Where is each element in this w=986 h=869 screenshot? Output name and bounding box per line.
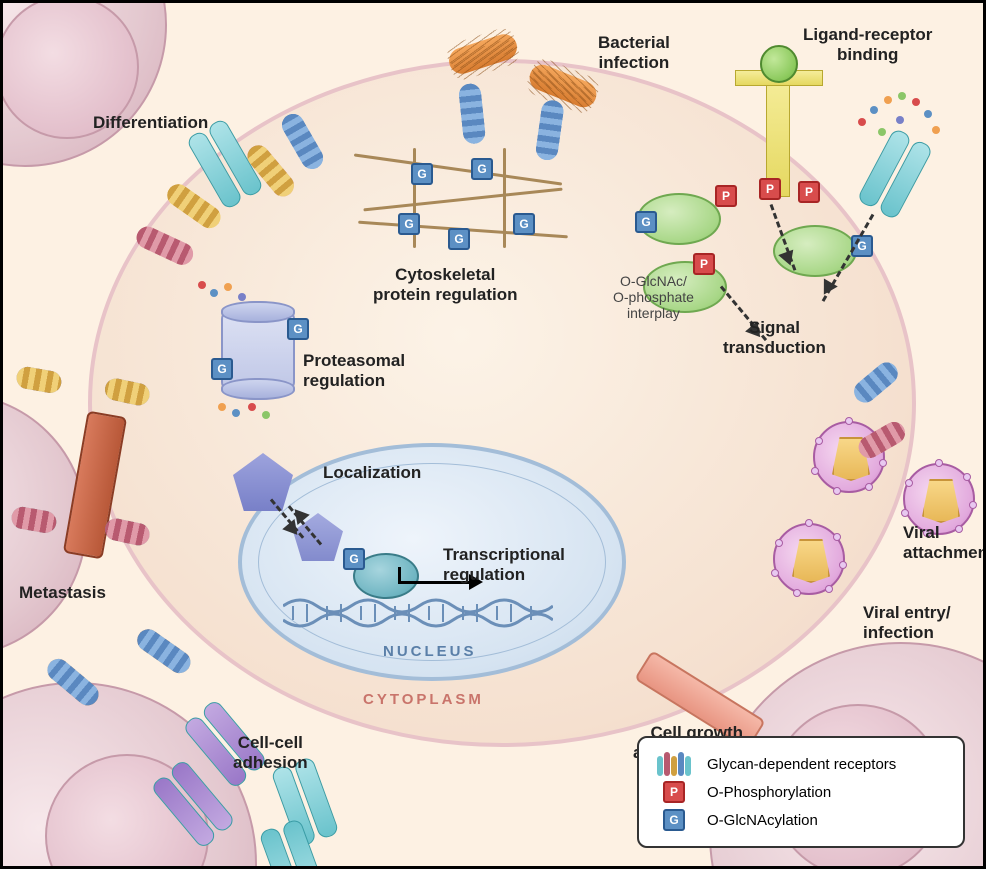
g-marker-icon: G bbox=[343, 548, 365, 570]
g-marker-icon: G bbox=[411, 163, 433, 185]
legend-box: Glycan-dependent receptors P O-Phosphory… bbox=[637, 736, 965, 848]
label-cytoskeletal: Cytoskeletal protein regulation bbox=[373, 265, 518, 304]
label-transcriptional: Transcriptional regulation bbox=[443, 545, 565, 584]
ligand-ball-icon bbox=[760, 45, 798, 83]
label-cytoplasm: CYTOPLASM bbox=[363, 691, 484, 708]
label-cell-cell-adhesion: Cell-cell adhesion bbox=[233, 733, 308, 772]
label-nucleus: NUCLEUS bbox=[383, 643, 477, 660]
label-signal-transduction: Signal transduction bbox=[723, 318, 826, 357]
label-viral-entry: Viral entry/ infection bbox=[863, 603, 951, 642]
p-marker-icon: P bbox=[759, 178, 781, 200]
g-marker-icon: G bbox=[398, 213, 420, 235]
legend-label: O-GlcNAcylation bbox=[707, 812, 818, 829]
g-marker-icon: G bbox=[635, 211, 657, 233]
g-marker-icon: G bbox=[211, 358, 233, 380]
g-marker-icon: G bbox=[513, 213, 535, 235]
g-marker-icon: G bbox=[663, 809, 685, 831]
legend-row-receptors: Glycan-dependent receptors bbox=[651, 752, 951, 776]
p-marker-icon: P bbox=[715, 185, 737, 207]
label-metastasis: Metastasis bbox=[19, 583, 106, 603]
label-differentiation: Differentiation bbox=[93, 113, 208, 133]
g-marker-icon: G bbox=[471, 158, 493, 180]
diagram-canvas: G bbox=[0, 0, 986, 869]
label-interplay: O-GlcNAc/ O-phosphate interplay bbox=[613, 273, 694, 321]
legend-row-p: P O-Phosphorylation bbox=[651, 780, 951, 804]
label-viral-attachment: Viral attachment bbox=[903, 523, 986, 562]
g-marker-icon: G bbox=[448, 228, 470, 250]
label-bacterial-infection: Bacterial infection bbox=[598, 33, 670, 72]
legend-label: O-Phosphorylation bbox=[707, 784, 831, 801]
receptor-legend-icon bbox=[651, 752, 697, 776]
legend-label: Glycan-dependent receptors bbox=[707, 756, 896, 773]
dna-icon bbox=[283, 598, 553, 628]
p-marker-icon: P bbox=[663, 781, 685, 803]
legend-row-g: G O-GlcNAcylation bbox=[651, 808, 951, 832]
p-marker-icon: P bbox=[798, 181, 820, 203]
g-marker-icon: G bbox=[287, 318, 309, 340]
label-proteasomal: Proteasomal regulation bbox=[303, 351, 405, 390]
neighbor-cell-top-left bbox=[0, 0, 167, 167]
label-ligand-receptor: Ligand-receptor binding bbox=[803, 25, 932, 64]
p-marker-icon: P bbox=[693, 253, 715, 275]
virus-icon bbox=[773, 523, 845, 595]
proteasome-icon bbox=[221, 301, 295, 400]
label-localization: Localization bbox=[323, 463, 421, 483]
receptor-pair-icon bbox=[856, 127, 933, 220]
